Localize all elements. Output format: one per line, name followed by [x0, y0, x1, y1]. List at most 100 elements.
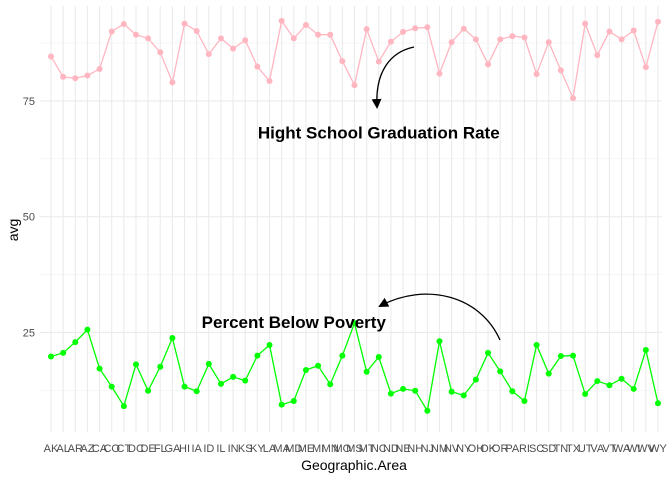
x-tick-label: DC — [128, 443, 144, 455]
y-tick-labels: 25 50 75 — [23, 96, 35, 340]
data-point — [157, 49, 164, 56]
x-tick-label: HI — [179, 443, 190, 455]
data-point — [400, 385, 407, 392]
data-point — [618, 375, 625, 382]
data-point — [205, 360, 212, 367]
data-point — [193, 28, 200, 35]
data-point — [242, 37, 249, 44]
data-point — [400, 28, 407, 35]
data-point — [302, 366, 309, 373]
data-point — [630, 27, 637, 34]
data-point — [485, 61, 492, 68]
data-point — [254, 63, 261, 70]
data-point — [460, 25, 467, 32]
data-point — [351, 82, 358, 89]
data-point — [521, 397, 528, 404]
x-tick-label: MI — [312, 443, 324, 455]
data-point — [278, 401, 285, 408]
data-point — [375, 58, 382, 65]
data-point — [254, 352, 261, 359]
x-tick-label: KS — [238, 443, 253, 455]
data-point — [181, 20, 188, 27]
x-tick-label: MD — [285, 443, 302, 455]
data-point — [497, 36, 504, 43]
data-point — [157, 363, 164, 370]
x-tick-label: OR — [492, 443, 509, 455]
data-point — [339, 352, 346, 359]
data-point — [302, 21, 309, 28]
x-tick-label: KY — [250, 443, 265, 455]
x-tick-label: MT — [359, 443, 375, 455]
x-tick-label: TX — [566, 443, 581, 455]
data-point — [509, 33, 516, 40]
data-point — [315, 362, 322, 369]
x-tick-label: VA — [590, 443, 605, 455]
x-tick-label: OK — [480, 443, 497, 455]
data-point — [472, 36, 479, 43]
data-point — [339, 58, 346, 65]
data-point — [448, 39, 455, 46]
x-tick-label: SD — [541, 443, 556, 455]
data-point — [266, 341, 273, 348]
x-tick-label: VT — [602, 443, 616, 455]
x-tick-label: WI — [627, 443, 640, 455]
data-point — [290, 35, 297, 42]
x-tick-label: NV — [444, 443, 460, 455]
data-point — [497, 368, 504, 375]
data-point — [363, 368, 370, 375]
x-tick-label: MS — [346, 443, 363, 455]
x-tick-label: WY — [649, 443, 667, 455]
data-point — [290, 397, 297, 404]
data-point — [557, 353, 564, 360]
data-point — [96, 365, 103, 372]
data-point — [436, 338, 443, 345]
data-point — [84, 326, 91, 333]
data-point — [594, 52, 601, 59]
data-point — [582, 20, 589, 27]
data-point — [412, 25, 419, 32]
data-point — [217, 380, 224, 387]
data-point — [72, 339, 79, 346]
x-tick-label: AZ — [80, 443, 94, 455]
x-tick-label: MO — [333, 443, 351, 455]
annotation-labels: Hight School Graduation Rate Percent Belo… — [202, 123, 500, 331]
x-tick-label: NJ — [421, 443, 434, 455]
data-point — [387, 390, 394, 397]
x-tick-label: FL — [154, 443, 167, 455]
x-tick-label: NC — [371, 443, 387, 455]
data-point — [642, 347, 649, 354]
arrow-poverty — [378, 293, 501, 341]
data-point — [48, 53, 54, 60]
data-point — [48, 353, 54, 360]
x-tick-label: NH — [407, 443, 423, 455]
data-point — [60, 73, 67, 80]
data-point — [242, 377, 249, 384]
x-tick-label: IL — [216, 443, 225, 455]
data-point — [424, 24, 431, 31]
data-point — [485, 349, 492, 356]
x-tick-label: AR — [68, 443, 83, 455]
x-tick-label: RI — [519, 443, 530, 455]
x-tick-label: IN — [228, 443, 239, 455]
x-tick-label: GA — [164, 443, 181, 455]
data-point — [96, 65, 103, 72]
data-point — [630, 385, 637, 392]
x-tick-label: NY — [456, 443, 472, 455]
data-point — [545, 39, 552, 46]
data-point — [655, 400, 661, 407]
data-point — [557, 67, 564, 74]
data-point — [132, 361, 139, 368]
x-tick-label: MA — [273, 443, 290, 455]
data-point — [72, 75, 79, 82]
x-tick-label: WV — [637, 443, 655, 455]
x-tick-label: MN — [322, 443, 339, 455]
data-point — [570, 352, 577, 359]
x-tick-label: CT — [117, 443, 132, 455]
data-point — [266, 78, 273, 85]
x-tick-label: CO — [103, 443, 120, 455]
data-point — [327, 381, 334, 388]
x-tick-label: NE — [395, 443, 410, 455]
data-point — [412, 387, 419, 394]
